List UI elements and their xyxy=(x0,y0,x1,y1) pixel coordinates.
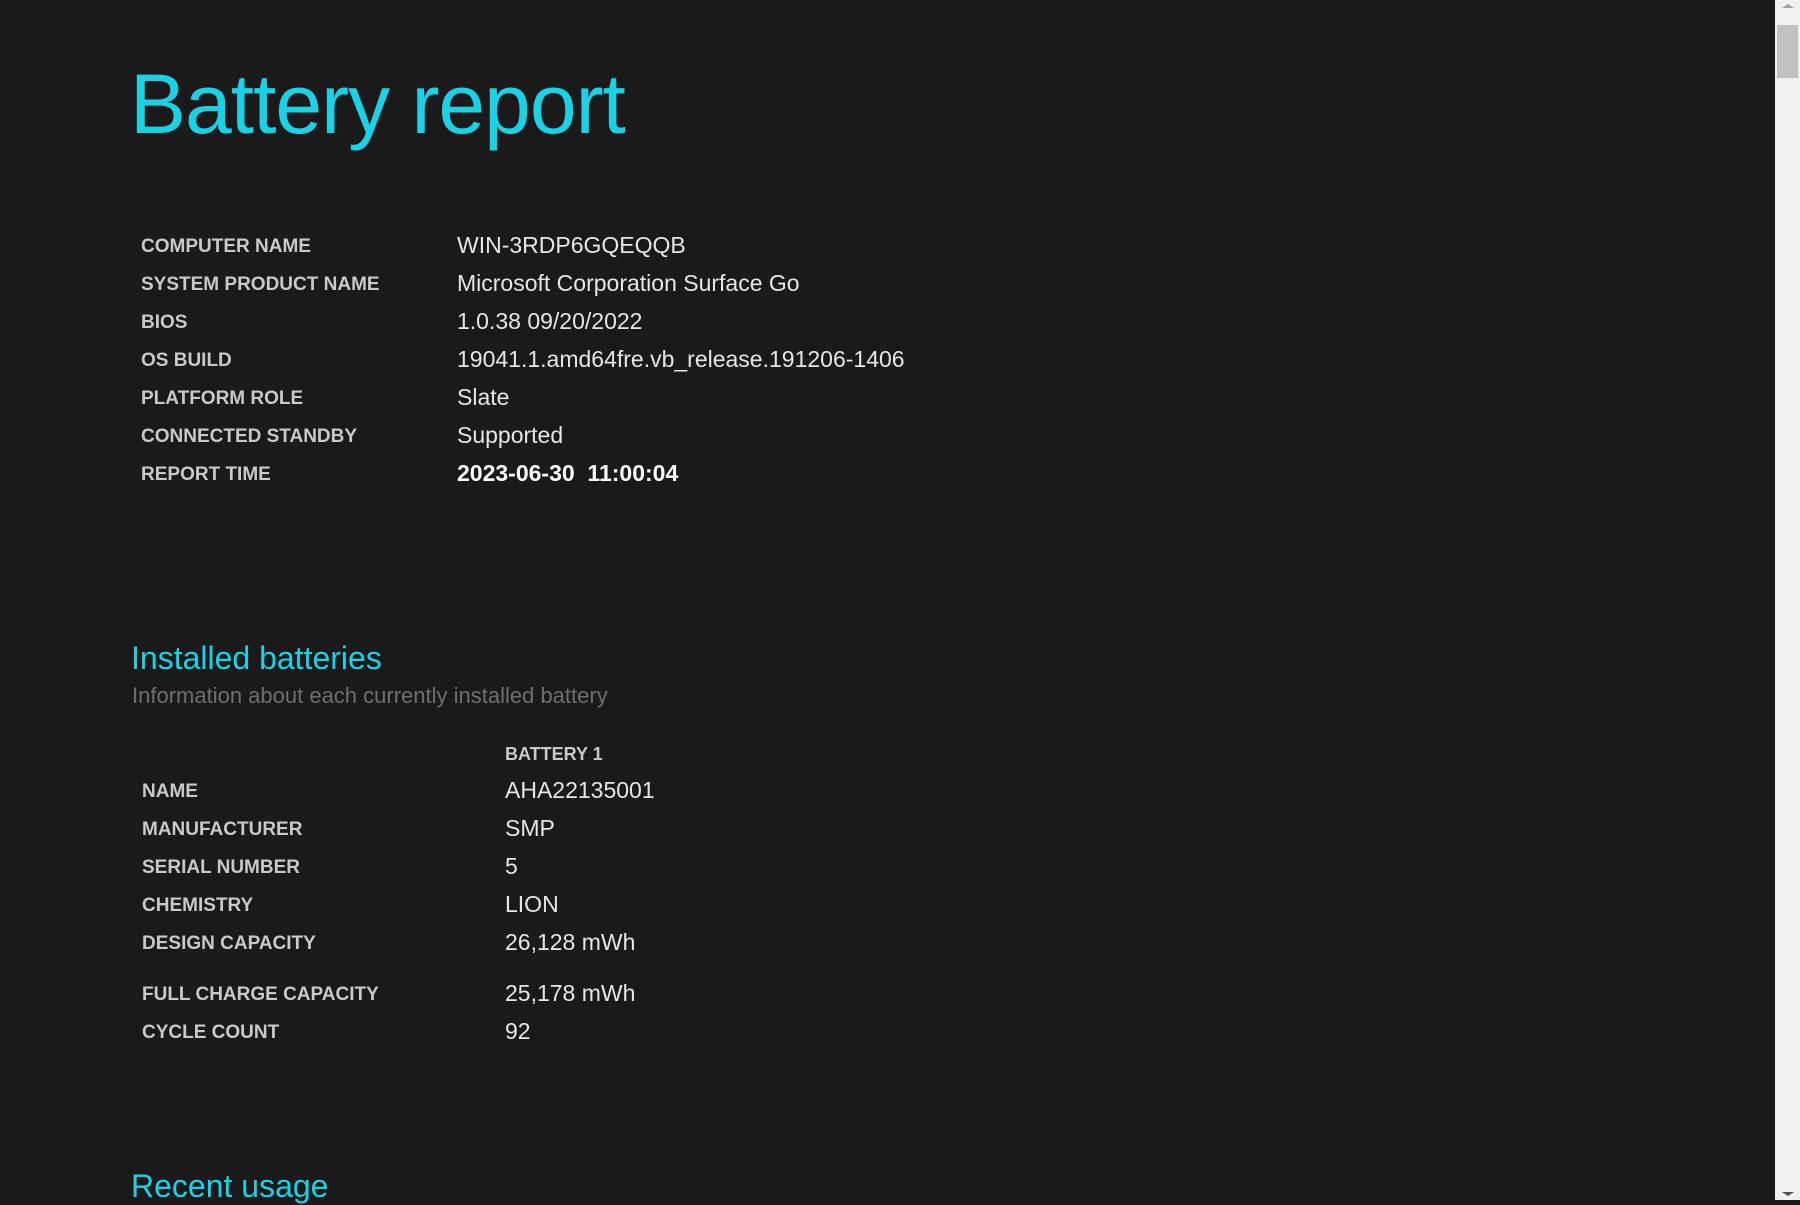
row-value: 5 xyxy=(505,853,518,879)
scroll-down-arrow-icon[interactable] xyxy=(1782,1192,1794,1196)
installed-batteries-heading: Installed batteries xyxy=(131,640,382,676)
recent-usage-heading: Recent usage xyxy=(131,1168,329,1204)
row-label: MANUFACTURER xyxy=(142,819,303,840)
row-value: 19041.1.amd64fre.vb_release.191206-1406 xyxy=(457,346,905,372)
row-label: REPORT TIME xyxy=(141,464,271,485)
row-label: CONNECTED STANDBY xyxy=(141,426,358,447)
row-value: Microsoft Corporation Surface Go xyxy=(457,270,800,296)
row-value: Slate xyxy=(457,384,510,410)
row-label: SERIAL NUMBER xyxy=(142,857,300,878)
row-label: COMPUTER NAME xyxy=(141,236,311,257)
row-value: 92 xyxy=(505,1018,531,1044)
installed-batteries-subtitle: Information about each currently install… xyxy=(132,683,608,708)
row-value: 1.0.38 09/20/2022 xyxy=(457,308,643,334)
row-label: NAME xyxy=(142,781,198,802)
row-label: CHEMISTRY xyxy=(142,895,254,916)
row-label: OS BUILD xyxy=(141,350,232,371)
row-label: SYSTEM PRODUCT NAME xyxy=(141,274,380,295)
row-label: BIOS xyxy=(141,312,188,333)
row-value: 25,178 mWh xyxy=(505,980,636,1006)
row-label: CYCLE COUNT xyxy=(142,1022,280,1043)
row-label: PLATFORM ROLE xyxy=(141,388,304,409)
row-value: LION xyxy=(505,891,559,917)
row-value: AHA22135001 xyxy=(505,777,655,803)
battery-column-header: BATTERY 1 xyxy=(505,744,603,764)
row-value: SMP xyxy=(505,815,555,841)
page-title: Battery report xyxy=(130,57,626,151)
row-value: WIN-3RDP6GQEQQB xyxy=(457,232,686,258)
vertical-scrollbar[interactable] xyxy=(1775,0,1800,1200)
row-value: Supported xyxy=(457,422,564,448)
row-value: 2023-06-30 11:00:04 xyxy=(457,460,679,486)
scrollbar-thumb[interactable] xyxy=(1777,25,1798,78)
row-label: DESIGN CAPACITY xyxy=(142,933,316,954)
row-label: FULL CHARGE CAPACITY xyxy=(142,984,379,1005)
scroll-up-arrow-icon[interactable] xyxy=(1782,4,1794,8)
row-value: 26,128 mWh xyxy=(505,929,636,955)
